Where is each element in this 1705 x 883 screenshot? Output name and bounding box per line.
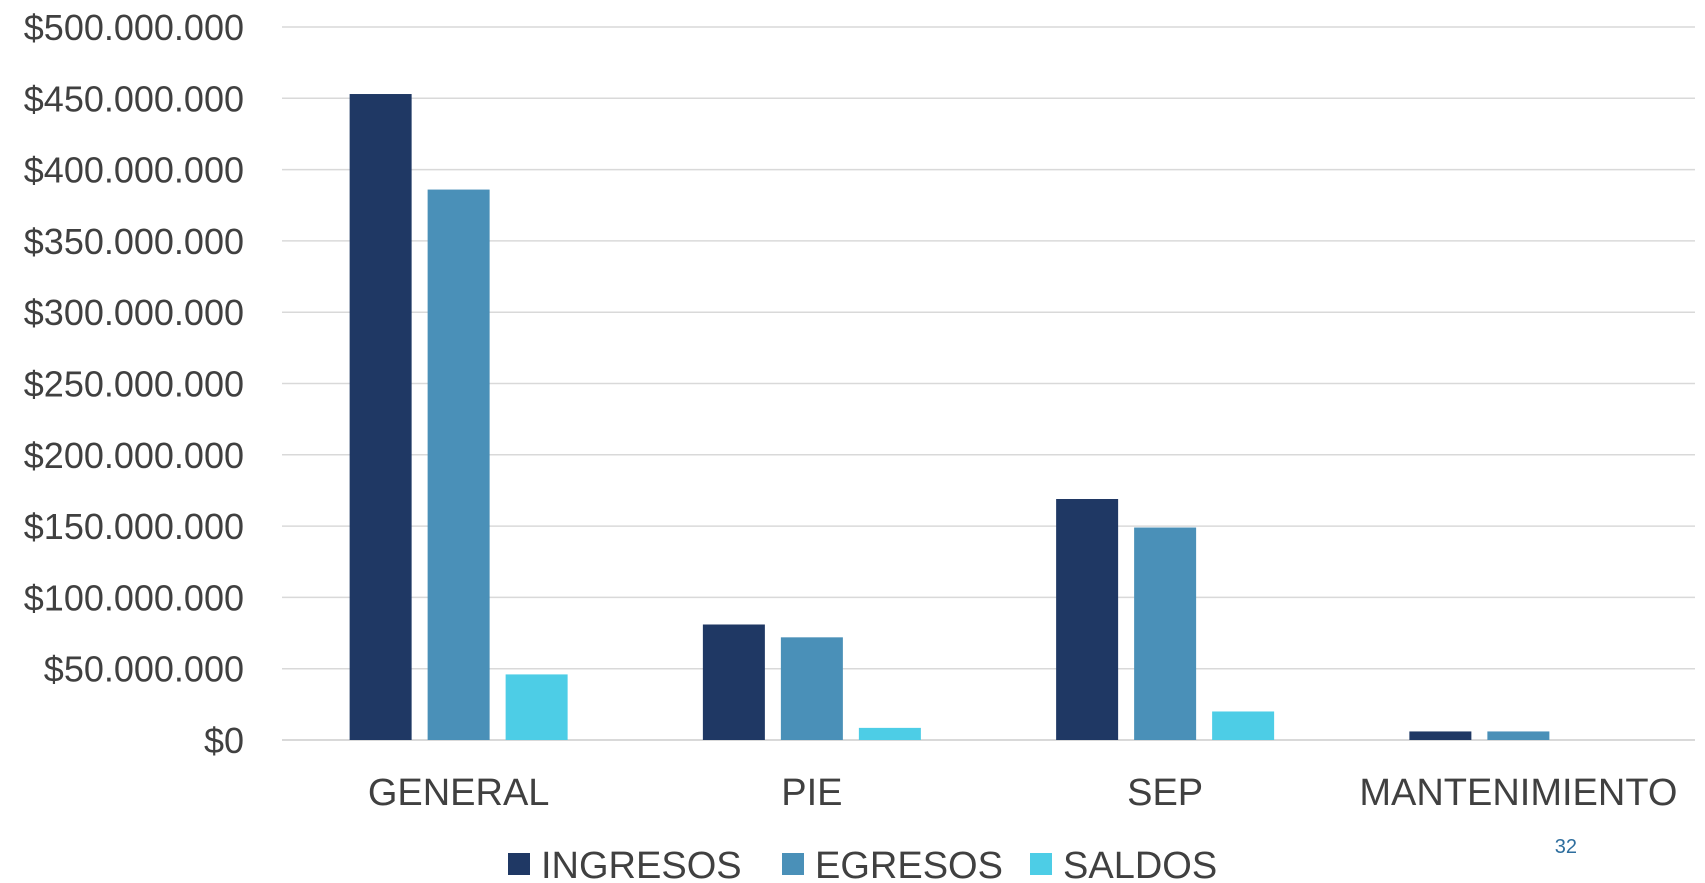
y-tick-label: $0	[204, 720, 244, 761]
y-tick-label: $50.000.000	[44, 649, 244, 690]
y-tick-label: $200.000.000	[24, 435, 244, 476]
legend-label: INGRESOS	[541, 845, 742, 883]
y-axis: $0 $50.000.000 $100.000.000 $150.000.000 $20…	[24, 7, 244, 761]
bars	[349, 94, 1550, 741]
legend-item-saldos: SALDOS	[1030, 845, 1217, 883]
bar-saldos-general	[505, 674, 568, 740]
bar-ingresos-pie	[702, 624, 765, 740]
legend-swatch	[1030, 853, 1052, 875]
legend-item-ingresos: INGRESOS	[508, 845, 742, 883]
y-tick-label: $250.000.000	[24, 364, 244, 405]
bar-egresos-pie	[780, 637, 843, 740]
x-tick-label: PIE	[781, 772, 842, 814]
y-tick-label: $350.000.000	[24, 221, 244, 262]
bar-egresos-mantenimiento	[1487, 731, 1550, 740]
bar-ingresos-mantenimiento	[1409, 731, 1472, 740]
legend-label: SALDOS	[1063, 845, 1217, 883]
y-tick-label: $500.000.000	[24, 7, 244, 48]
legend: INGRESOS EGRESOS SALDOS	[508, 845, 1217, 883]
bar-saldos-pie	[858, 727, 921, 740]
bar-saldos-sep	[1212, 711, 1275, 740]
bar-ingresos-general	[349, 94, 412, 741]
gridlines	[282, 26, 1695, 741]
bar-ingresos-sep	[1056, 499, 1119, 740]
x-axis: GENERAL PIE SEP MANTENIMIENTO	[368, 772, 1678, 814]
bar-egresos-general	[427, 189, 490, 741]
x-tick-label: MANTENIMIENTO	[1359, 772, 1677, 814]
y-tick-label: $400.000.000	[24, 150, 244, 191]
y-tick-label: $300.000.000	[24, 292, 244, 333]
legend-item-egresos: EGRESOS	[782, 845, 1003, 883]
legend-swatch	[508, 853, 530, 875]
y-tick-label: $150.000.000	[24, 506, 244, 547]
legend-label: EGRESOS	[815, 845, 1003, 883]
bar-egresos-sep	[1134, 527, 1197, 740]
y-tick-label: $450.000.000	[24, 78, 244, 119]
page-number: 32	[1554, 836, 1577, 858]
legend-swatch	[782, 853, 804, 875]
y-tick-label: $100.000.000	[24, 577, 244, 618]
x-tick-label: GENERAL	[368, 772, 550, 814]
x-tick-label: SEP	[1127, 772, 1203, 814]
